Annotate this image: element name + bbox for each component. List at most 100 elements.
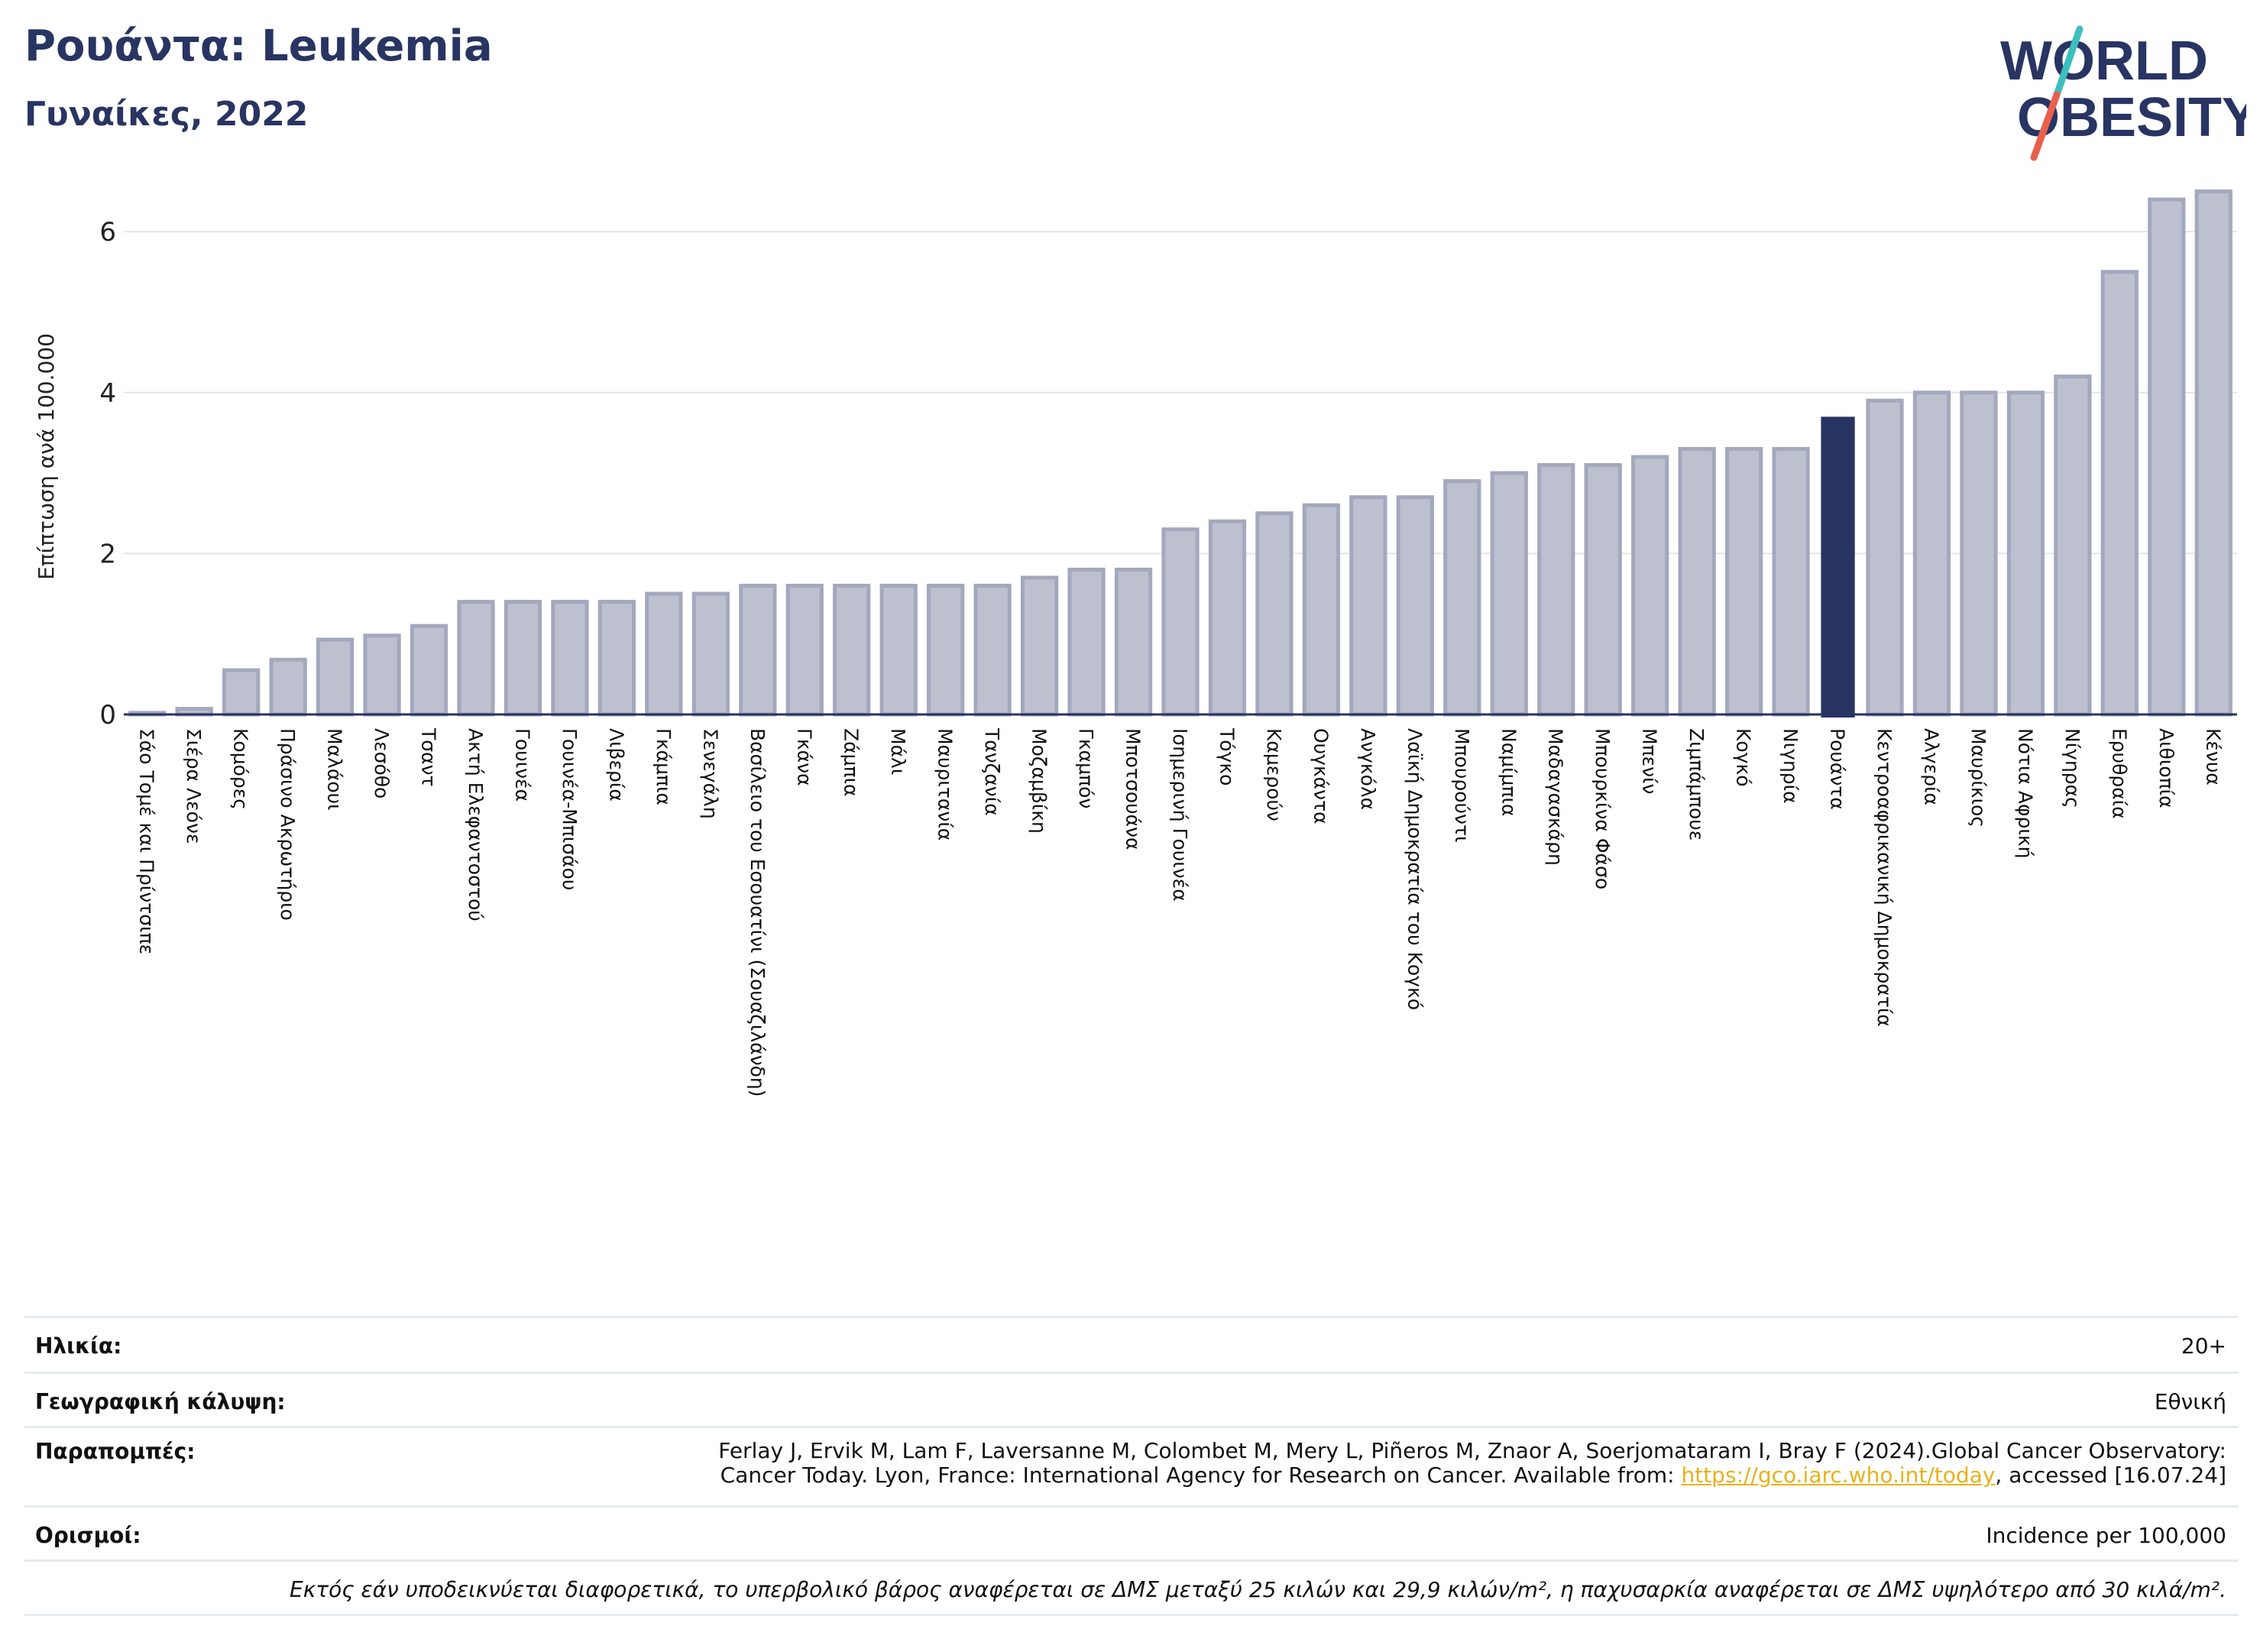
bar (1678, 447, 1716, 717)
bar (1302, 503, 1341, 717)
x-tick-label: Αιθιοπία (2155, 728, 2177, 808)
y-tick-label: 0 (99, 700, 116, 730)
bar (457, 600, 495, 717)
bar (1114, 567, 1153, 717)
x-tick-label: Σάο Τομέ και Πρίντσιπε (136, 728, 158, 954)
references-link[interactable]: https://gco.iarc.who.int/today (1681, 1463, 1996, 1488)
bar (1443, 479, 1481, 717)
bar (1537, 463, 1575, 717)
bar (597, 600, 636, 717)
x-tick-label: Ζιμπάμπουε (1685, 728, 1708, 841)
bar (1396, 495, 1434, 717)
bar (2194, 189, 2232, 717)
x-tick-label: Ακτή Ελεφαντοστού (465, 728, 487, 922)
x-tick-label: Πράσινο Ακρωτήριο (277, 728, 299, 921)
x-tick-label: Γκάνα (793, 728, 815, 786)
x-tick-label: Κομόρες (230, 728, 252, 810)
bar (1912, 390, 1951, 717)
x-tick-label: Νιγηρία (1779, 728, 1802, 804)
x-tick-label: Τόγκο (1216, 727, 1238, 786)
bar (1724, 447, 1763, 717)
x-tick-label: Μαλάουι (324, 728, 346, 811)
references-line2: Cancer Today. Lyon, France: Internationa… (718, 1463, 2226, 1488)
x-tick-label: Βασίλειο του Εσουατίνι (Σουαζιλάνδη) (746, 728, 769, 1096)
bar (1490, 471, 1528, 717)
coverage-label: Γεωγραφική κάλυψη: (35, 1389, 286, 1414)
x-tick-label: Μαυρίκιος (1967, 728, 1990, 828)
bar (645, 591, 683, 717)
bar-chart: 0 2 4 6 Επίπτωση ανά 100.000 Σάο Τομέ και Πρί… (34, 189, 2237, 1096)
definitions-label: Ορισμοί: (35, 1523, 141, 1548)
x-tick-label: Σιέρα Λεόνε (183, 728, 205, 844)
info-row-age: Ηλικία: 20+ (24, 1318, 2239, 1374)
bar (1631, 455, 1669, 717)
bar (739, 584, 777, 717)
bar (1208, 519, 1247, 717)
bar (269, 657, 307, 717)
bar (1866, 398, 1904, 717)
bar (973, 584, 1012, 717)
x-tick-label: Λαϊκή Δημοκρατία του Κογκό (1404, 728, 1426, 1010)
x-tick-label: Ναμίμπια (1497, 728, 1520, 816)
bar (1255, 511, 1294, 717)
y-axis-label: Επίπτωση ανά 100.000 (34, 333, 59, 580)
bar (2054, 374, 2092, 717)
world-obesity-logo: WORLD OBESITY (2000, 25, 2246, 161)
x-tick-label: Ρουάντα (1827, 728, 1849, 810)
x-tick-label: Λεσόθο (371, 728, 393, 798)
references-label: Παραπομπές: (35, 1439, 196, 1464)
info-row-references: Παραπομπές: Ferlay J, Ervik M, Lam F, La… (24, 1428, 2239, 1508)
logo-line1: WORLD (2000, 31, 2208, 92)
references-text: Cancer Today. Lyon, France: Internationa… (720, 1463, 1682, 1488)
x-tick-label: Ερυθραία (2108, 728, 2130, 819)
bar (1960, 390, 1998, 717)
x-tick-label: Γουινέα (511, 728, 533, 802)
age-label: Ηλικία: (35, 1333, 122, 1359)
x-tick-label: Ουγκάντα (1310, 728, 1332, 824)
chart-title: Ρουάντα: Leukemia (24, 21, 493, 71)
references-accessed: , accessed [16.07.24] (1995, 1463, 2226, 1488)
bar (785, 584, 824, 717)
x-tick-label: Γουινέα-Μπισάου (559, 728, 581, 890)
x-tick-label: Μαυριτανία (934, 728, 957, 841)
bar (316, 637, 355, 717)
x-tick-label: Μπουρκίνα Φάσο (1591, 728, 1614, 889)
info-row-definitions: Ορισμοί: Incidence per 100,000 (24, 1508, 2239, 1562)
info-row-coverage: Γεωγραφική κάλυψη: Εθνική (24, 1374, 2239, 1428)
definitions-value: Incidence per 100,000 (1986, 1523, 2226, 1548)
x-tick-label: Ισημερινή Γουινέα (1169, 728, 1191, 902)
age-value: 20+ (2181, 1333, 2226, 1359)
x-tick-label: Σενεγάλη (699, 728, 721, 819)
bar (1067, 567, 1106, 717)
x-tick-label: Μαδαγασκάρη (1545, 728, 1567, 866)
bar (691, 591, 730, 717)
x-tick-label: Μπουρούντι (1451, 728, 1473, 843)
definition-note: Εκτός εάν υποδεικνύεται διαφορετικά, το … (290, 1577, 2226, 1602)
x-tick-label: Μποτσουάνα (1122, 728, 1145, 850)
info-table: Ηλικία: 20+ Γεωγραφική κάλυψη: Εθνική Πα… (24, 1316, 2239, 1624)
x-tick-label: Νίγηρας (2061, 728, 2084, 808)
x-tick-label: Ανγκόλα (1357, 728, 1379, 810)
x-tick-label: Γκάμπια (652, 728, 675, 805)
bar (410, 624, 448, 717)
x-tick-label: Τανζανία (981, 727, 1003, 816)
y-tick-label: 6 (99, 217, 116, 248)
bar (503, 600, 542, 717)
bar (551, 600, 589, 717)
bar (1020, 575, 1059, 717)
x-tick-label: Τσαντ (418, 727, 440, 787)
bar (1772, 447, 1810, 717)
references-value: Ferlay J, Ervik M, Lam F, Laversanne M, … (718, 1439, 2226, 1488)
bar (2148, 197, 2186, 717)
x-tick-label: Μάλι (887, 728, 909, 775)
x-tick-label: Κογκό (1733, 728, 1755, 787)
references-line1: Ferlay J, Ervik M, Lam F, Laversanne M, … (718, 1438, 2226, 1463)
bar (927, 584, 965, 717)
x-tick-label: Μπενίν (1639, 728, 1661, 795)
bar (222, 668, 261, 717)
x-tick-label: Καμερούν (1263, 728, 1285, 821)
bar (2006, 390, 2045, 717)
bar (833, 584, 871, 717)
x-tick-label: Ζάμπια (840, 728, 863, 797)
y-tick-label: 4 (99, 378, 116, 409)
